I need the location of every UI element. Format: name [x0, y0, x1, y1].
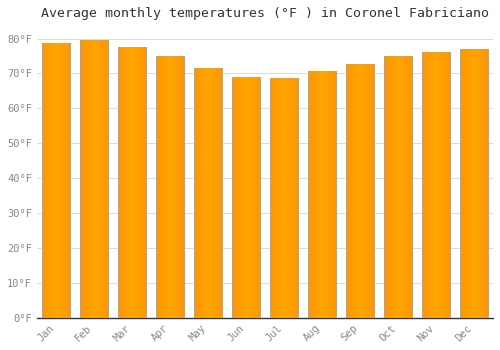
Bar: [308, 72, 336, 318]
Bar: [460, 49, 488, 318]
Bar: [42, 44, 70, 318]
Bar: [384, 56, 412, 318]
Title: Average monthly temperatures (°F ) in Coronel Fabriciano: Average monthly temperatures (°F ) in Co…: [41, 7, 489, 20]
Bar: [270, 79, 298, 318]
Bar: [232, 77, 260, 318]
Bar: [194, 68, 222, 318]
Bar: [118, 47, 146, 318]
Bar: [80, 40, 108, 318]
Bar: [422, 52, 450, 318]
Bar: [346, 65, 374, 318]
Bar: [156, 56, 184, 318]
